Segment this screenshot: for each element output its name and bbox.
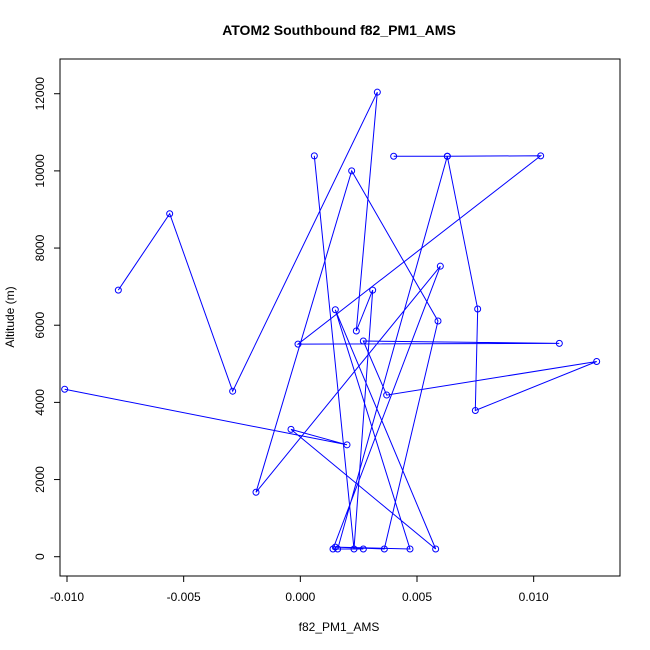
data-point xyxy=(406,545,414,553)
data-point xyxy=(383,391,391,399)
series-line-2 xyxy=(117,91,378,550)
data-point xyxy=(537,152,545,160)
y-tick-label: 2000 xyxy=(33,466,47,493)
data-point xyxy=(252,488,260,496)
data-point xyxy=(287,425,295,433)
data-point xyxy=(334,545,342,553)
data-point xyxy=(390,152,398,160)
data-point xyxy=(436,262,444,270)
chart-title: ATOM2 Southbound f82_PM1_AMS xyxy=(222,22,456,38)
series-line-1 xyxy=(64,155,597,550)
y-tick-label: 6000 xyxy=(33,312,47,339)
x-tick-label: 0.010 xyxy=(519,590,549,604)
data-point xyxy=(593,357,601,365)
data-point xyxy=(348,167,356,175)
data-point xyxy=(359,337,367,345)
x-tick-label: 0.005 xyxy=(402,590,432,604)
y-tick-label: 4000 xyxy=(33,389,47,416)
data-point xyxy=(166,210,174,218)
data-point xyxy=(369,286,377,294)
x-axis: -0.010 -0.005 0.000 0.005 0.010 xyxy=(50,575,549,604)
x-axis-label: f82_PM1_AMS xyxy=(299,620,380,634)
data-point xyxy=(471,406,479,414)
data-point xyxy=(432,545,440,553)
data-point xyxy=(350,545,358,553)
series-layer xyxy=(61,88,601,553)
data-point xyxy=(474,305,482,313)
data-point xyxy=(294,340,302,348)
data-point xyxy=(555,339,563,347)
y-tick-label: 12000 xyxy=(33,77,47,111)
plot-frame xyxy=(59,58,621,577)
data-point xyxy=(373,88,381,96)
y-tick-label: 8000 xyxy=(33,234,47,261)
data-point xyxy=(331,543,339,551)
data-point xyxy=(359,545,367,553)
data-point xyxy=(343,441,351,449)
data-point xyxy=(329,545,337,553)
x-tick-label: -0.010 xyxy=(50,590,84,604)
data-point xyxy=(229,387,237,395)
x-tick-label: -0.005 xyxy=(167,590,201,604)
data-point xyxy=(443,152,451,160)
y-tick-label: 0 xyxy=(33,553,47,560)
data-point xyxy=(310,152,318,160)
y-tick-label: 10000 xyxy=(33,154,47,188)
data-point xyxy=(434,317,442,325)
x-tick-label: 0.000 xyxy=(285,590,315,604)
data-point xyxy=(61,385,69,393)
y-axis-label: Altitude (m) xyxy=(3,286,17,347)
data-point xyxy=(380,545,388,553)
data-point xyxy=(352,327,360,335)
y-axis: 0 2000 4000 6000 8000 10000 12000 xyxy=(33,77,61,560)
data-point xyxy=(331,306,339,314)
data-point xyxy=(114,286,122,294)
